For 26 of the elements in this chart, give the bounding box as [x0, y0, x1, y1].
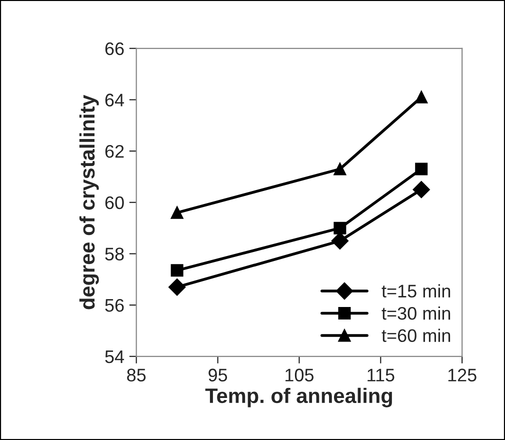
y-tick-label: 66 — [105, 42, 124, 56]
point — [415, 90, 428, 104]
x-tick-label: 95 — [208, 368, 228, 382]
y-tick-label: 56 — [105, 299, 124, 312]
point — [170, 264, 184, 277]
y-tick-label: 64 — [105, 94, 124, 106]
point — [334, 162, 346, 176]
legend-label: t=15 min — [382, 284, 450, 298]
point — [412, 181, 430, 198]
x-tick-label: 85 — [127, 368, 146, 382]
y-tick-label: 58 — [105, 248, 124, 260]
point — [170, 206, 184, 219]
x-tick-label: 125 — [448, 368, 476, 382]
legend-label: t=30 min — [382, 306, 450, 320]
point — [168, 278, 186, 296]
x-tick-label: 115 — [368, 368, 394, 382]
point — [334, 222, 346, 234]
point — [415, 162, 428, 176]
x-axis-title: Temp. of annealing — [205, 388, 392, 408]
y-axis-title: degree of crystallinity — [79, 94, 99, 310]
legend-label: t=60 min — [382, 328, 450, 342]
y-tick-label: 60 — [105, 196, 124, 210]
x-tick-label: 105 — [286, 368, 314, 382]
point — [331, 232, 348, 250]
y-tick-label: 62 — [105, 145, 124, 158]
y-tick-label: 54 — [105, 350, 124, 364]
